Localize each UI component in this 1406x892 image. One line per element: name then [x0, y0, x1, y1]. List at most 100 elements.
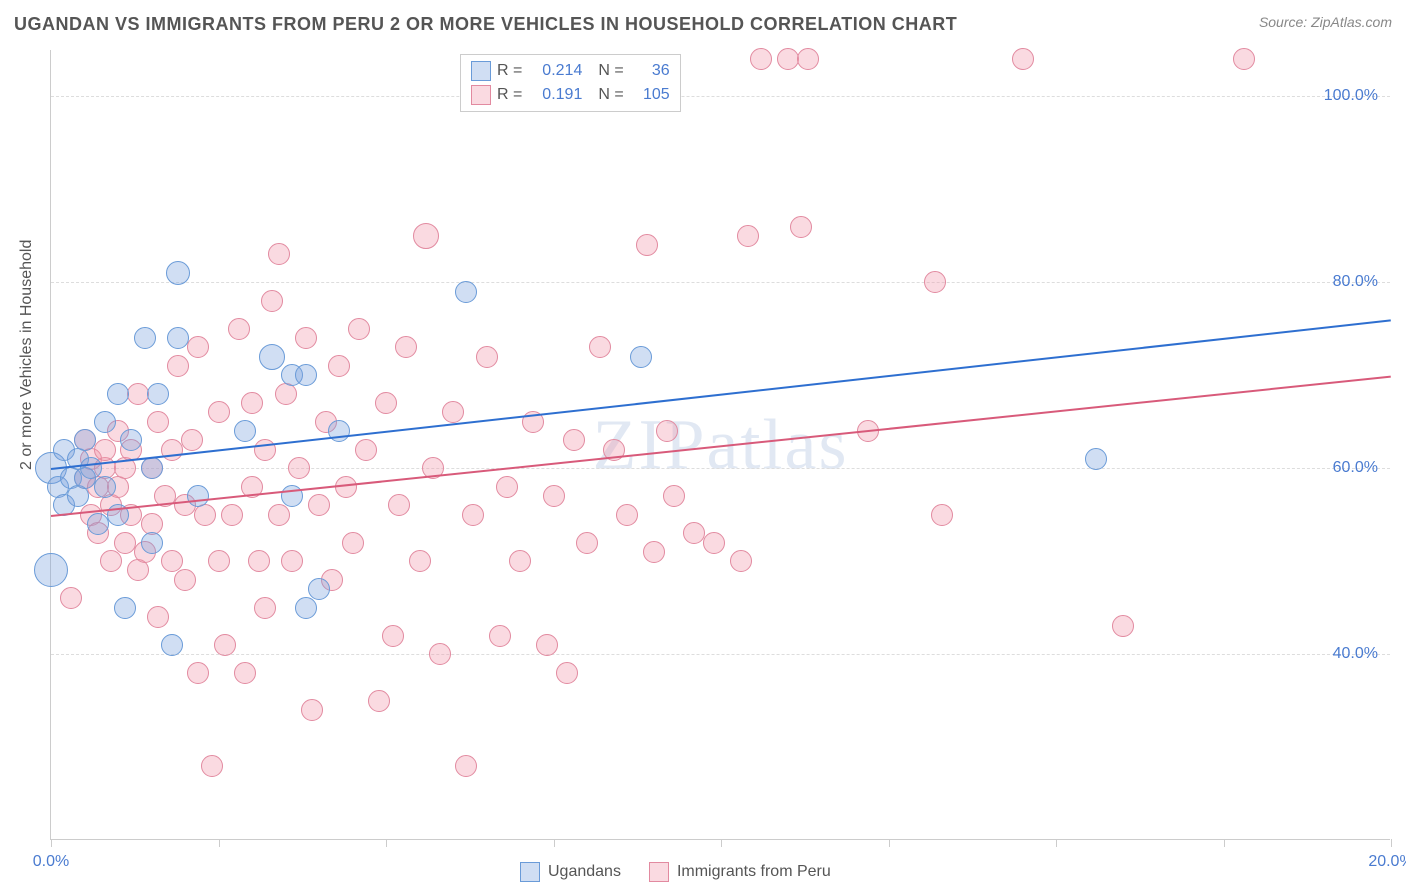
gridline [51, 468, 1390, 469]
legend-item-peru: Immigrants from Peru [649, 862, 831, 882]
data-point-peru [268, 243, 290, 265]
data-point-peru [643, 541, 665, 563]
data-point-peru [187, 662, 209, 684]
legend-n-label: N = [598, 86, 623, 104]
data-point-peru [254, 439, 276, 461]
data-point-peru [777, 48, 799, 70]
legend-n-value: 36 [630, 62, 670, 80]
xtick [889, 839, 890, 847]
data-point-ugandans [455, 281, 477, 303]
data-point-ugandans [94, 476, 116, 498]
data-point-peru [409, 550, 431, 572]
data-point-peru [413, 223, 439, 249]
xtick-label: 0.0% [33, 853, 69, 871]
data-point-peru [261, 290, 283, 312]
data-point-peru [375, 392, 397, 414]
data-point-peru [281, 550, 303, 572]
data-point-ugandans [141, 532, 163, 554]
data-point-peru [348, 318, 370, 340]
source-label: Source: ZipAtlas.com [1259, 14, 1392, 30]
data-point-ugandans [161, 634, 183, 656]
data-point-peru [543, 485, 565, 507]
swatch-peru [471, 85, 491, 105]
data-point-ugandans [141, 457, 163, 479]
data-point-peru [563, 429, 585, 451]
data-point-peru [455, 755, 477, 777]
plot-area: ZIPatlas 40.0%60.0%80.0%100.0%0.0%20.0% [50, 50, 1390, 840]
data-point-ugandans [94, 411, 116, 433]
data-point-ugandans [114, 597, 136, 619]
data-point-ugandans [74, 429, 96, 451]
data-point-peru [268, 504, 290, 526]
data-point-peru [147, 411, 169, 433]
data-point-peru [509, 550, 531, 572]
data-point-ugandans [167, 327, 189, 349]
legend-row-ugandans: R = 0.214 N = 36 [471, 59, 670, 83]
ytick-label: 60.0% [1333, 459, 1378, 477]
xtick [1391, 839, 1392, 847]
ytick-label: 40.0% [1333, 645, 1378, 663]
data-point-peru [1233, 48, 1255, 70]
data-point-peru [750, 48, 772, 70]
data-point-peru [355, 439, 377, 461]
data-point-peru [382, 625, 404, 647]
ytick-label: 100.0% [1324, 87, 1378, 105]
data-point-peru [636, 234, 658, 256]
data-point-peru [60, 587, 82, 609]
data-point-peru [241, 392, 263, 414]
data-point-peru [395, 336, 417, 358]
data-point-peru [248, 550, 270, 572]
data-point-ugandans [107, 383, 129, 405]
data-point-ugandans [1085, 448, 1107, 470]
data-point-peru [228, 318, 250, 340]
data-point-ugandans [120, 429, 142, 451]
data-point-ugandans [34, 553, 68, 587]
data-point-peru [368, 690, 390, 712]
ytick-label: 80.0% [1333, 273, 1378, 291]
data-point-peru [931, 504, 953, 526]
data-point-peru [181, 429, 203, 451]
legend-series: Ugandans Immigrants from Peru [520, 862, 831, 882]
data-point-peru [208, 550, 230, 572]
data-point-peru [254, 597, 276, 619]
xtick [51, 839, 52, 847]
legend-r-value: 0.191 [528, 86, 582, 104]
data-point-peru [536, 634, 558, 656]
legend-item-ugandans: Ugandans [520, 862, 621, 882]
data-point-ugandans [295, 597, 317, 619]
xtick-label: 20.0% [1368, 853, 1406, 871]
xtick [386, 839, 387, 847]
data-point-peru [301, 699, 323, 721]
data-point-ugandans [87, 513, 109, 535]
swatch-peru [649, 862, 669, 882]
data-point-peru [174, 569, 196, 591]
data-point-peru [201, 755, 223, 777]
data-point-peru [616, 504, 638, 526]
xtick [1056, 839, 1057, 847]
data-point-peru [234, 662, 256, 684]
xtick [219, 839, 220, 847]
data-point-peru [1012, 48, 1034, 70]
data-point-ugandans [630, 346, 652, 368]
data-point-peru [790, 216, 812, 238]
data-point-peru [187, 336, 209, 358]
data-point-peru [328, 355, 350, 377]
data-point-peru [214, 634, 236, 656]
data-point-ugandans [134, 327, 156, 349]
data-point-peru [127, 383, 149, 405]
data-point-peru [114, 532, 136, 554]
data-point-peru [462, 504, 484, 526]
data-point-peru [703, 532, 725, 554]
data-point-peru [167, 355, 189, 377]
swatch-ugandans [520, 862, 540, 882]
data-point-peru [288, 457, 310, 479]
data-point-ugandans [295, 364, 317, 386]
legend-label: Ugandans [548, 863, 621, 881]
legend-stats: R = 0.214 N = 36 R = 0.191 N = 105 [460, 54, 681, 112]
gridline [51, 654, 1390, 655]
data-point-peru [556, 662, 578, 684]
data-point-ugandans [147, 383, 169, 405]
data-point-peru [308, 494, 330, 516]
data-point-peru [489, 625, 511, 647]
data-point-peru [388, 494, 410, 516]
